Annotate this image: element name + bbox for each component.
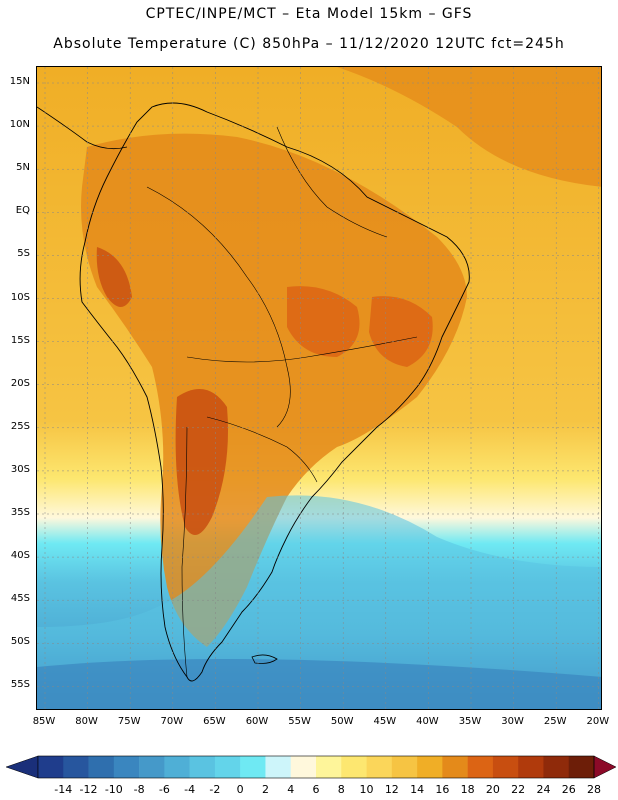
colorbar-tick-label: -14: [54, 783, 73, 796]
colorbar-tick-label: -10: [104, 783, 123, 796]
colorbar-tick-label: 2: [261, 783, 269, 796]
colorbar-tick-label: 12: [384, 783, 399, 796]
colorbar-swatch: [568, 756, 595, 778]
map-canvas: [37, 67, 601, 709]
colorbar-tick-label: 16: [435, 783, 450, 796]
colorbar-swatch: [113, 756, 140, 778]
lat-tick-label: 55S: [10, 679, 30, 691]
chart-title-line2: Absolute Temperature (C) 850hPa – 11/12/…: [53, 36, 565, 52]
lon-tick-label: 50W: [330, 716, 354, 727]
colorbar-tick-label: -12: [79, 783, 98, 796]
temperature-map: [36, 66, 602, 710]
colorbar-tick-label: 0: [236, 783, 244, 796]
lat-tick-label: 35S: [10, 507, 30, 518]
colorbar-under-arrow: [6, 755, 39, 779]
colorbar-tick-label: 28: [587, 783, 601, 796]
colorbar-swatch: [290, 756, 317, 778]
colorbar-swatch: [492, 756, 519, 778]
colorbar-swatch: [442, 756, 468, 778]
warm-region-northeast: [337, 67, 601, 187]
lat-lon-grid: [37, 67, 601, 709]
colorbar-tick-label: 10: [359, 783, 374, 796]
colorbar-swatch: [240, 756, 266, 778]
lon-tick-label: 20W: [586, 716, 610, 727]
continent-warm: [81, 133, 467, 648]
colorbar-tick-label: 18: [460, 783, 475, 796]
colorbar-swatch: [265, 756, 292, 778]
hot-core-andes: [175, 389, 228, 535]
chart-title-line1: CPTEC/INPE/MCT – Eta Model 15km – GFS: [145, 6, 473, 22]
lon-tick-label: 75W: [117, 716, 141, 727]
colorbar-tick-label: -8: [133, 783, 145, 796]
colorbar-swatch: [341, 756, 367, 778]
lat-tick-label: 40S: [10, 550, 30, 562]
lon-tick-label: 40W: [416, 716, 439, 727]
hot-core-east-brazil: [369, 296, 433, 367]
country-border: [186, 336, 418, 363]
south-america-coastline: [79, 102, 470, 682]
lon-tick-label: 45W: [373, 716, 397, 727]
colorbar-tick-label: -6: [158, 783, 170, 796]
lat-tick-label: 25S: [10, 420, 30, 432]
colorbar-tick-label: 26: [561, 783, 576, 796]
colorbar-swatch: [214, 756, 241, 778]
colorbar-swatch: [467, 756, 494, 778]
lon-tick-label: 25W: [543, 716, 567, 727]
colorbar-tick-label: 24: [536, 783, 551, 796]
lat-tick-label: 20S: [10, 377, 30, 389]
country-border: [181, 426, 188, 678]
colorbar-swatch: [88, 756, 115, 778]
colorbar-over-arrow: [593, 755, 616, 779]
lat-tick-label: 15N: [9, 76, 30, 87]
colorbar-tick-label: 22: [511, 783, 526, 796]
hot-core-peru: [96, 247, 132, 307]
colorbar: [6, 755, 616, 779]
colorbar-swatch: [189, 756, 216, 778]
cold-ocean-south: [37, 495, 601, 709]
coldest-ocean-south: [37, 659, 601, 709]
colorbar-swatch: [518, 756, 544, 778]
lat-tick-label: 5N: [16, 162, 30, 174]
lat-tick-label: EQ: [15, 205, 30, 217]
colorbar-tick-label: -2: [209, 783, 221, 796]
colorbar-swatch: [164, 756, 190, 778]
lat-tick-label: 10N: [9, 119, 30, 131]
colorbar-swatch: [417, 756, 443, 778]
colorbar-tick-label: -4: [184, 783, 196, 796]
lat-tick-label: 15S: [10, 334, 30, 346]
colorbar-frame: [37, 755, 595, 779]
colorbar-tick-label: 14: [410, 783, 425, 796]
colorbar-swatch: [316, 756, 342, 778]
lat-tick-label: 45S: [10, 593, 30, 605]
falkland-islands: [251, 654, 278, 664]
colorbar-tick-label: 4: [287, 783, 295, 796]
colorbar-swatch: [63, 756, 89, 778]
country-border: [206, 416, 318, 483]
lon-tick-label: 55W: [288, 716, 311, 727]
lat-tick-label: 10S: [10, 291, 30, 303]
colorbar-swatch: [543, 756, 570, 778]
country-border: [146, 186, 291, 428]
lat-tick-label: 30S: [10, 463, 30, 475]
lon-tick-label: 70W: [160, 716, 184, 727]
colorbar-swatch: [391, 756, 418, 778]
lon-tick-label: 35W: [458, 716, 482, 727]
colorbar-swatch: [139, 756, 165, 778]
colorbar-tick-label: 6: [312, 783, 320, 796]
colorbar-swatch: [38, 756, 64, 778]
lat-tick-label: 5S: [17, 248, 30, 260]
lon-tick-label: 85W: [32, 716, 56, 727]
colorbar-tick-label: 20: [485, 783, 500, 796]
hot-core-central-brazil: [287, 286, 360, 357]
lat-tick-label: 50S: [10, 636, 30, 648]
lon-tick-label: 60W: [245, 716, 269, 727]
country-border: [276, 126, 388, 238]
lon-tick-label: 65W: [203, 716, 226, 727]
central-america-coastline: [37, 106, 128, 150]
colorbar-tick-label: 8: [337, 783, 345, 796]
lon-tick-label: 30W: [501, 716, 524, 727]
colorbar-swatch: [366, 756, 393, 778]
lon-tick-label: 80W: [75, 716, 98, 727]
